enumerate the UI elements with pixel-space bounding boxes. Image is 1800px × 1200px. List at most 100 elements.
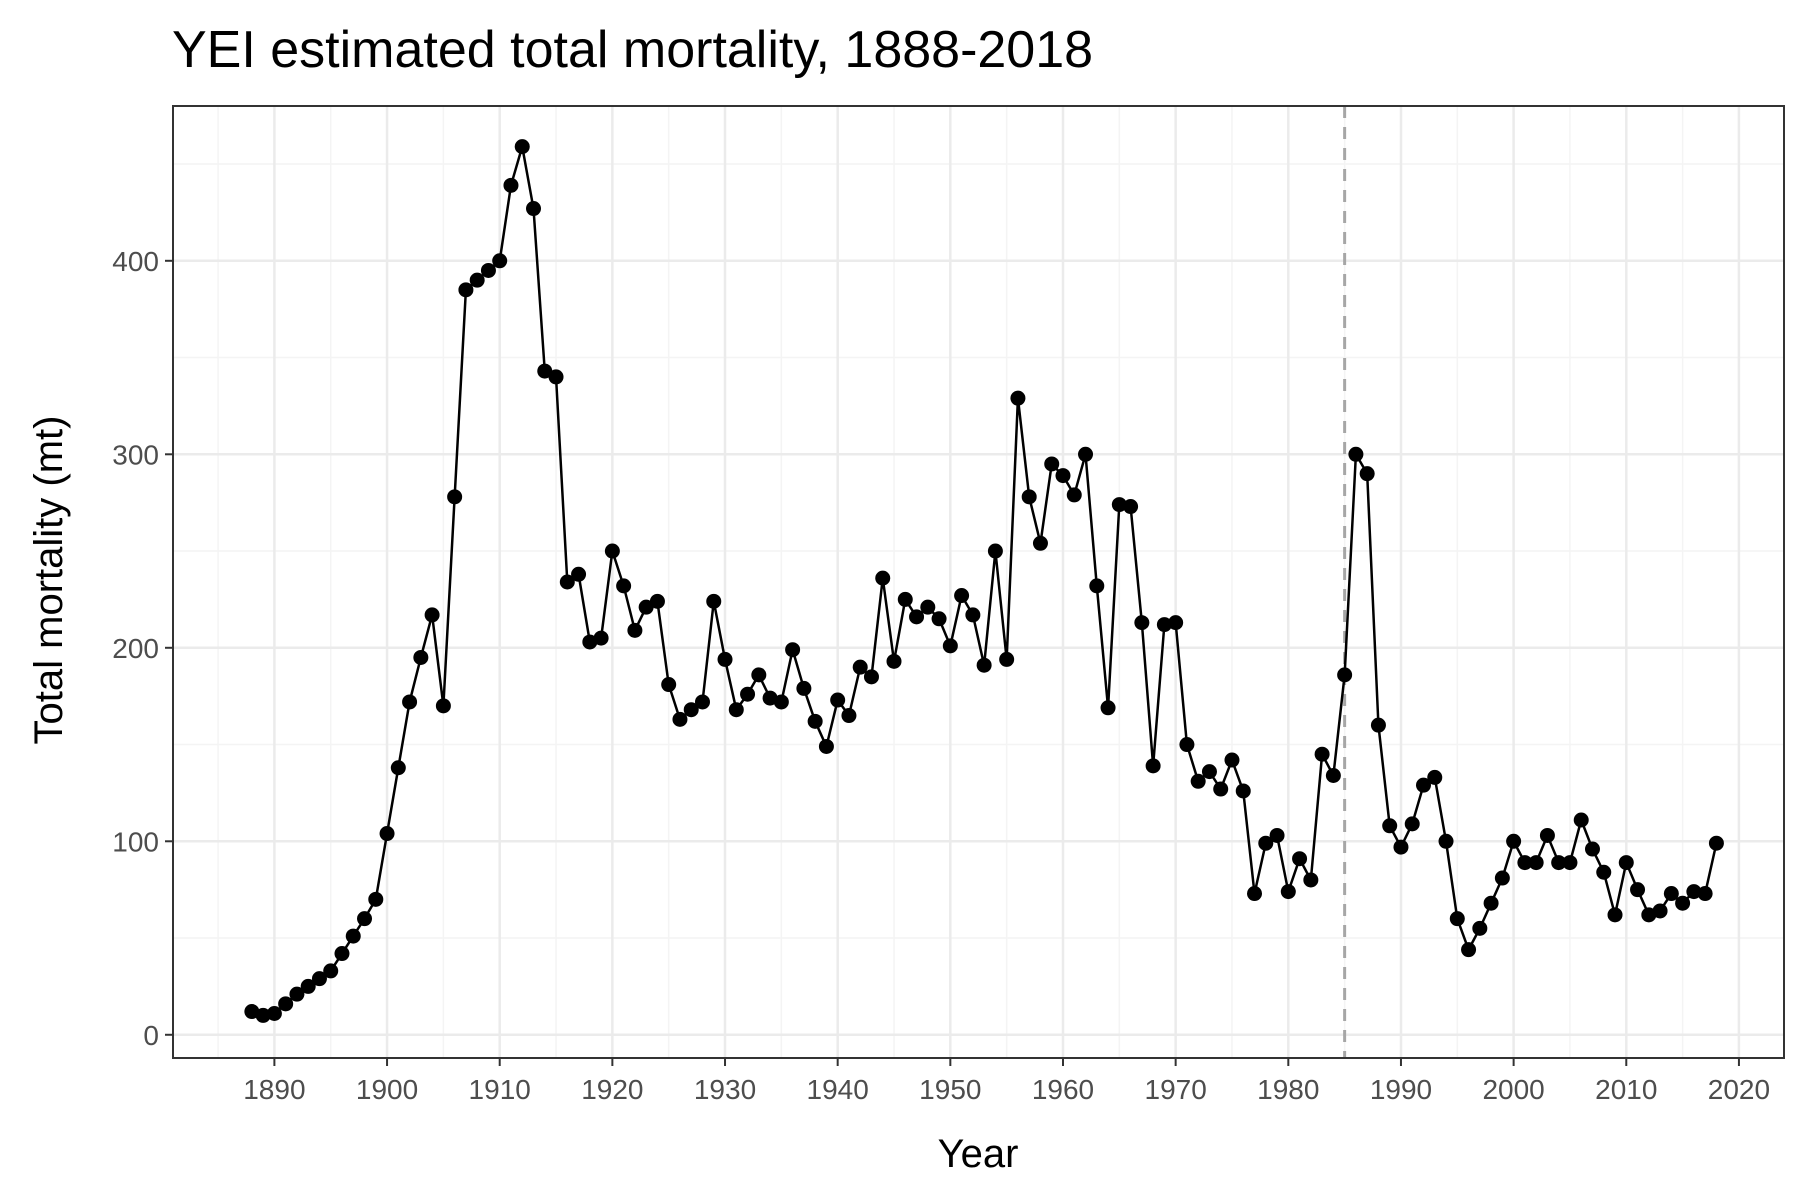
data-point [751,667,767,683]
data-point [1596,864,1612,880]
data-point [740,686,756,702]
data-point [1337,667,1353,683]
data-point [435,698,451,714]
x-tick-label: 1920 [581,1074,643,1105]
x-tick-label: 1980 [1257,1074,1319,1105]
data-point [841,708,857,724]
data-point [1697,886,1713,902]
data-point [909,609,925,625]
data-point [1607,907,1623,923]
data-point [1370,717,1386,733]
data-point [1066,487,1082,503]
data-point [683,702,699,718]
data-point [278,996,294,1012]
x-tick-label: 2020 [1708,1074,1770,1105]
data-point [1303,872,1319,888]
data-point [728,702,744,718]
data-point [244,1004,260,1020]
data-point [1021,489,1037,505]
data-point [807,713,823,729]
data-point [323,963,339,979]
y-tick-label: 400 [112,246,159,277]
data-point [1292,851,1308,867]
y-axis-title: Total mortality (mt) [27,416,71,745]
data-point [402,694,418,710]
y-tick-label: 300 [112,439,159,470]
data-point [931,611,947,627]
data-point [1708,835,1724,851]
data-point [266,1005,282,1021]
data-point [492,253,508,269]
x-tick-label: 1950 [919,1074,981,1105]
data-point [1235,783,1251,799]
data-point [413,649,429,665]
data-point [796,680,812,696]
data-point [559,574,575,590]
data-point [830,692,846,708]
data-point [458,282,474,298]
data-point [965,607,981,623]
data-point [1156,617,1172,633]
data-point [368,891,384,907]
data-point [1528,855,1544,871]
data-point [1663,886,1679,902]
data-point [1461,942,1477,958]
data-point [1562,855,1578,871]
data-point [1449,911,1465,927]
data-point [311,971,327,987]
data-point [1134,615,1150,631]
data-point [1123,499,1139,515]
data-point [942,638,958,654]
x-tick-label: 1890 [243,1074,305,1105]
data-point [447,489,463,505]
data-point [390,760,406,776]
data-point [334,946,350,962]
x-tick-label: 1990 [1370,1074,1432,1105]
data-point [537,363,553,379]
data-point [773,694,789,710]
data-point [976,657,992,673]
data-point [1348,446,1364,462]
data-point [1483,895,1499,911]
data-point [1359,466,1375,482]
data-point [627,622,643,638]
minor-gridlines [173,106,1784,1058]
data-point [255,1007,271,1023]
data-point [1641,907,1657,923]
data-point [526,201,542,217]
data-point [649,593,665,609]
data-point [1100,700,1116,716]
data-point [1438,833,1454,849]
data-point [1652,903,1668,919]
x-tick-label: 1970 [1145,1074,1207,1105]
data-point [289,986,305,1002]
data-point [717,651,733,667]
data-point [1314,746,1330,762]
data-point [1472,920,1488,936]
data-point [379,826,395,842]
data-point [1190,773,1206,789]
data-point [1247,886,1263,902]
data-point [1494,870,1510,886]
data-point [345,928,361,944]
data-point [1382,818,1398,834]
x-axis: 1890 1900 1910 1920 1930 1940 1950 1960 1970 1980… [243,1058,1770,1105]
y-axis: 0 100 200 300 400 [112,246,173,1051]
data-point [694,694,710,710]
data-point [582,634,598,650]
data-point [785,642,801,658]
data-point [616,578,632,594]
data-point [469,272,485,288]
data-point [863,669,879,685]
data-point [514,139,530,155]
plot-panel-border [172,105,1785,1059]
data-point [1258,835,1274,851]
data-point [1325,767,1341,783]
data-point [571,566,587,582]
data-point [897,591,913,607]
data-point [886,653,902,669]
data-point [954,588,970,604]
x-axis-title: Year [938,1132,1019,1176]
x-tick-label: 1910 [469,1074,531,1105]
